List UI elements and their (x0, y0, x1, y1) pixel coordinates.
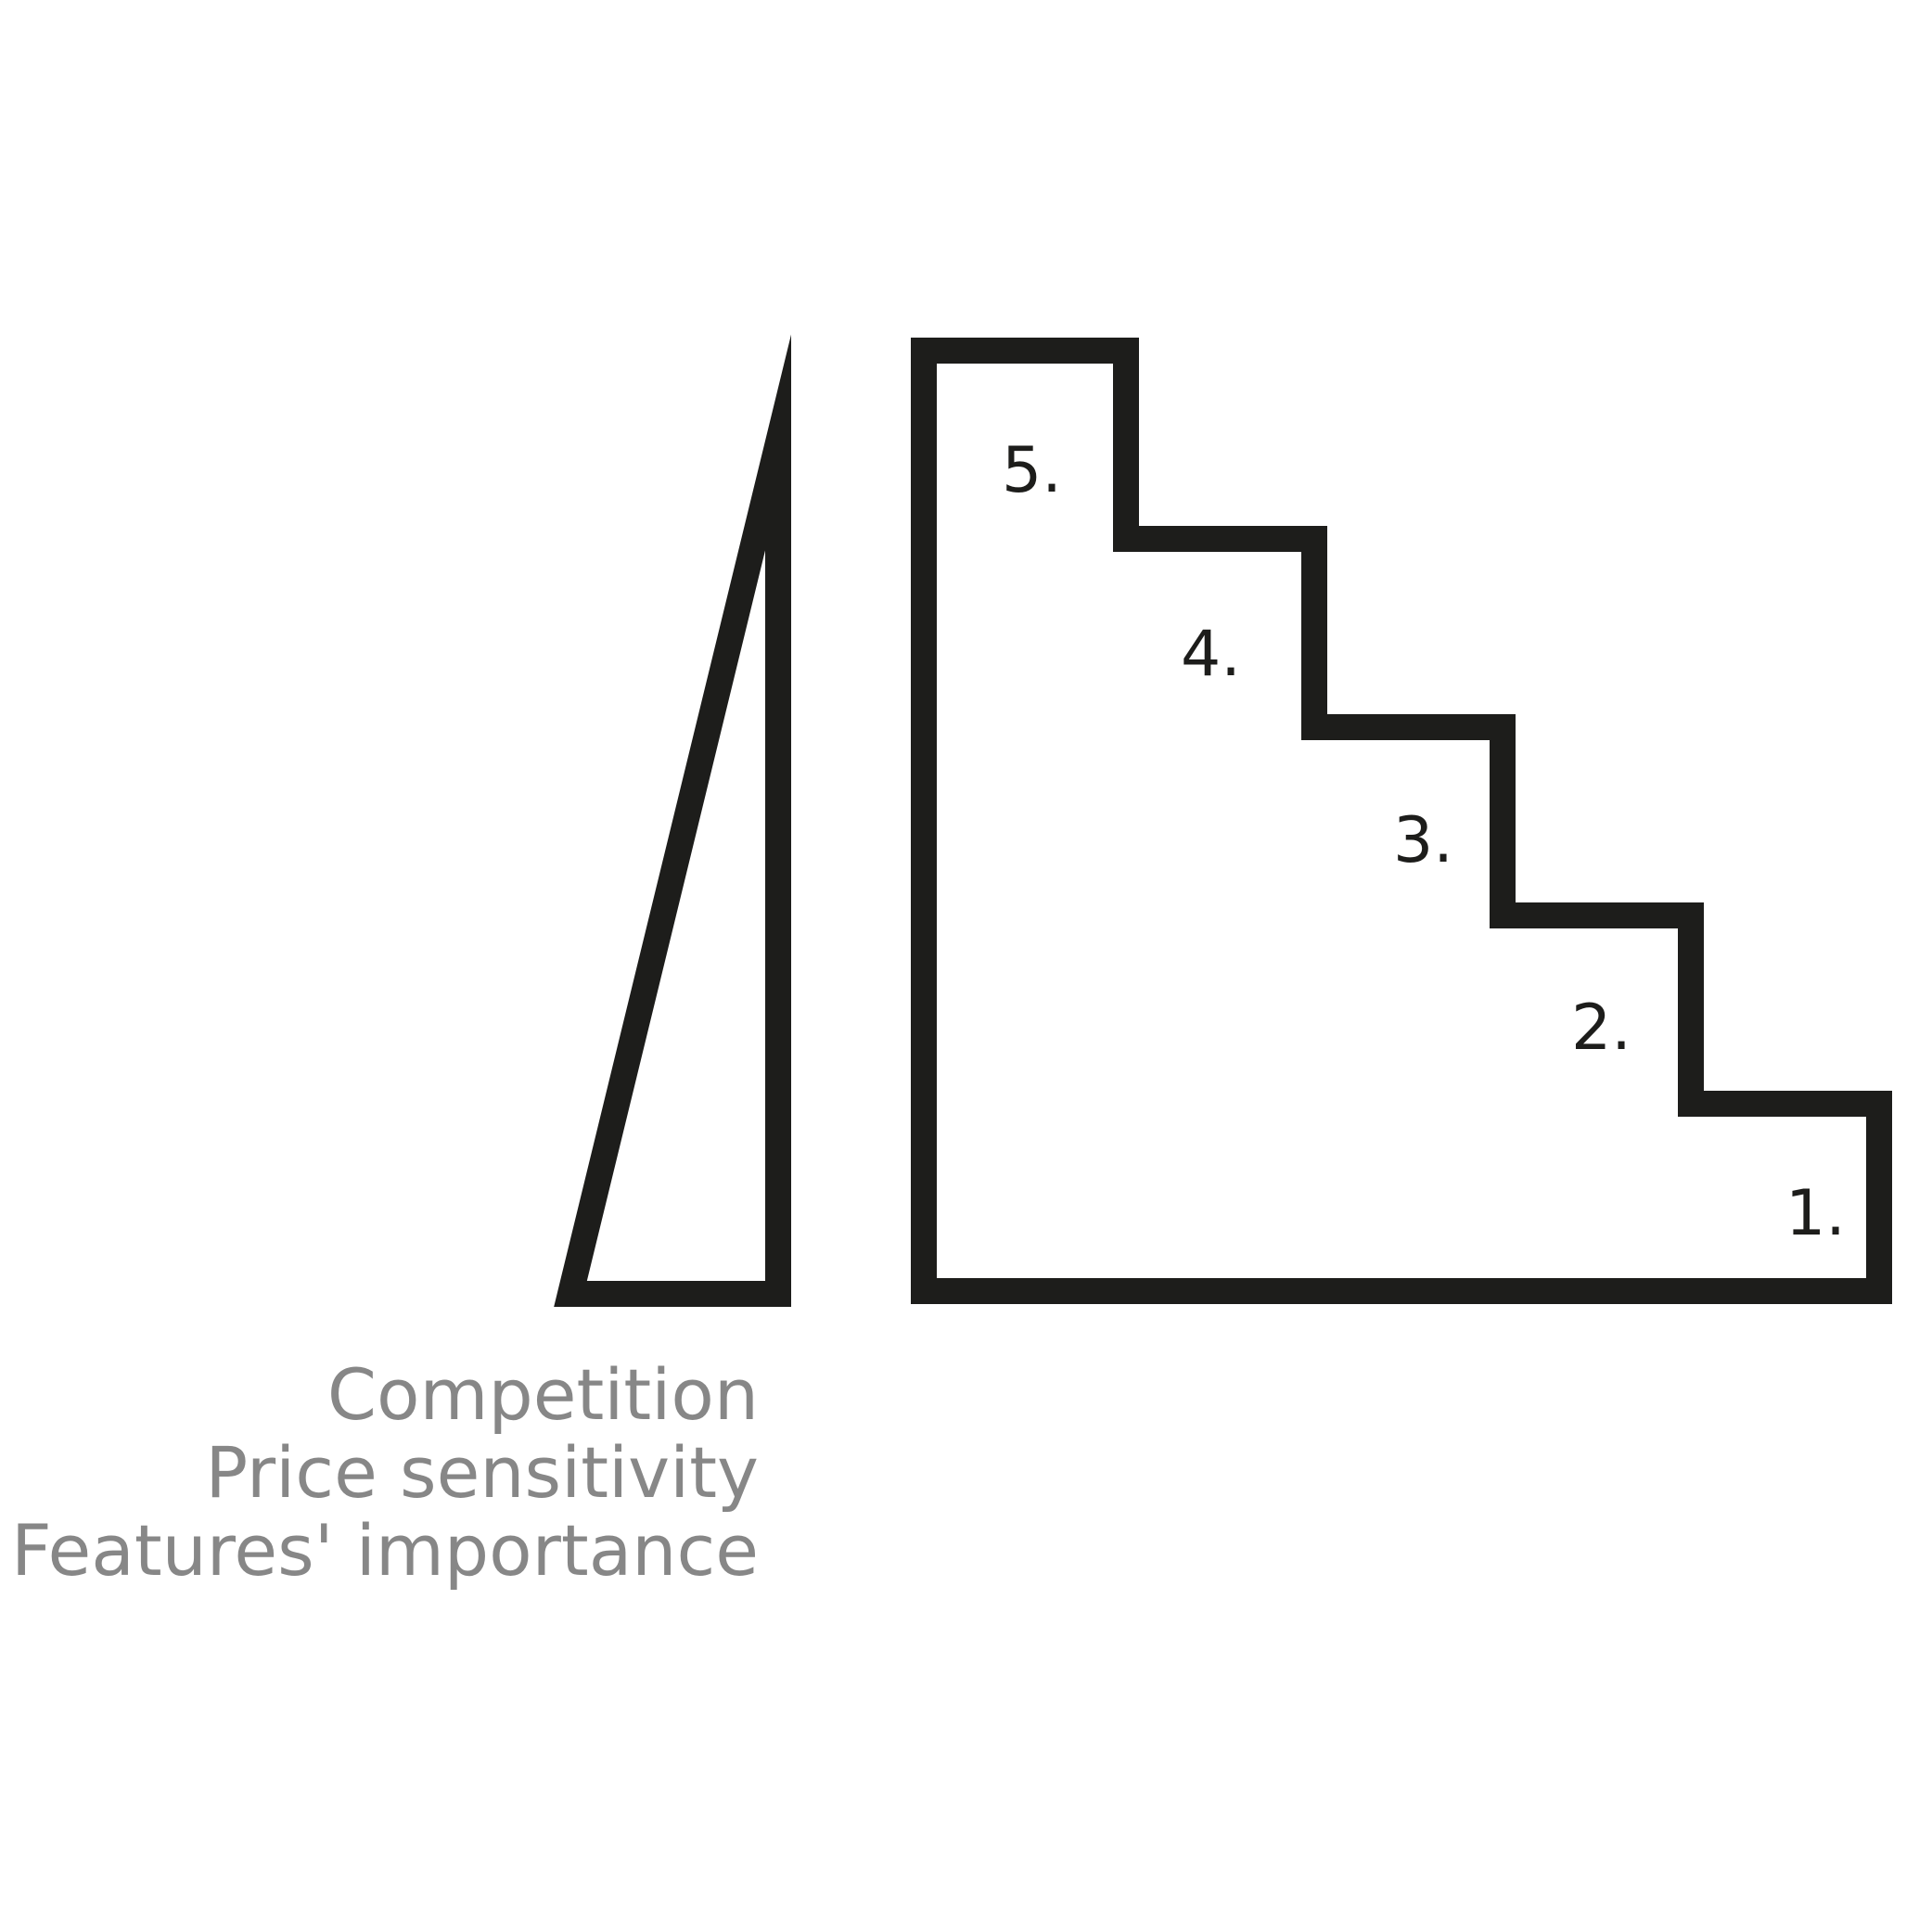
legend-competition: Competition (327, 1353, 759, 1436)
step-label-3: 3. (1393, 804, 1453, 877)
staircase-outline (911, 338, 1892, 1304)
step-label-4: 4. (1181, 618, 1241, 691)
step-label-5: 5. (1002, 434, 1062, 507)
wedge-triangle (554, 334, 791, 1307)
legend-price-sensitivity: Price sensitivity (205, 1431, 759, 1514)
step-label-2: 2. (1571, 992, 1631, 1065)
legend-features-importance: Features' importance (11, 1509, 759, 1592)
step-label-1: 1. (1785, 1177, 1846, 1250)
